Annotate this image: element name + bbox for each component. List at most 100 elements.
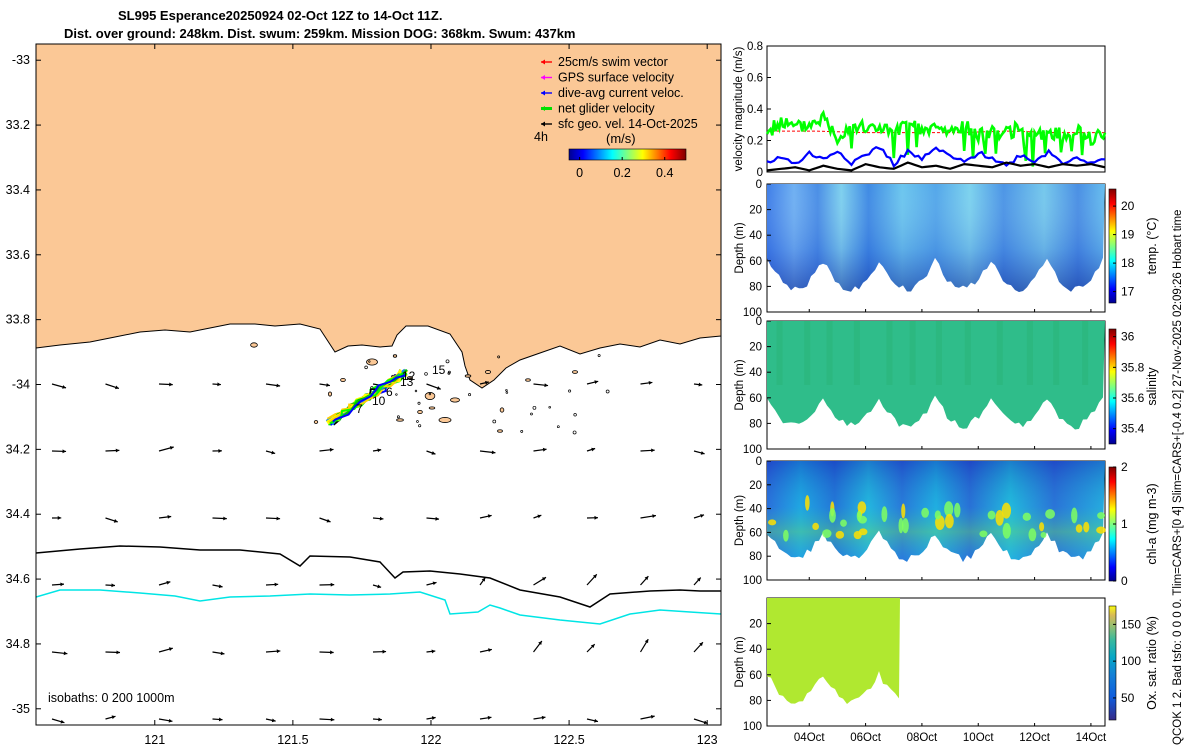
- island: [464, 374, 472, 378]
- section-y-tick-label: 80: [749, 281, 762, 293]
- island: [499, 407, 505, 413]
- section-colorbar-tick-label: 35.4: [1121, 422, 1145, 436]
- velocity-arrowhead: [651, 448, 655, 453]
- map-x-tick-label: 121.5: [277, 733, 308, 747]
- velocity-arrowhead: [169, 446, 174, 450]
- section-colorbar-tick-label: 20: [1121, 199, 1135, 213]
- legend-label: sfc geo. vel. 14-Oct-2025: [558, 117, 698, 131]
- island: [313, 420, 319, 424]
- velocity-arrowhead: [330, 717, 335, 722]
- velocity-arrowhead: [491, 450, 496, 455]
- island: [395, 393, 398, 396]
- velocity-arrowhead: [481, 577, 486, 582]
- velocity-arrowhead: [57, 516, 62, 520]
- legend-arrowhead: [541, 106, 545, 111]
- island: [532, 405, 537, 410]
- section-ylabel: Depth (m): [734, 495, 746, 546]
- velocity-ylabel: velocity magnitude (m/s): [733, 47, 745, 172]
- map-x-tick-label: 123: [697, 733, 718, 747]
- velocity-arrowhead: [378, 717, 382, 722]
- section-colorbar-tick-label: 0: [1121, 574, 1128, 588]
- legend-arrowhead: [541, 121, 545, 127]
- velocity-arrowhead: [538, 641, 542, 645]
- section-colorbar-tick-label: 50: [1121, 691, 1135, 705]
- section-colorbar-label: temp. (°C): [1145, 217, 1159, 274]
- colorbar-units: (m/s): [606, 131, 636, 146]
- island: [368, 360, 371, 363]
- velocity-arrowhead: [432, 581, 437, 586]
- chl-patch: [1096, 526, 1106, 534]
- chl-patch: [805, 495, 810, 511]
- speed-colorbar: [568, 148, 687, 161]
- map-y-tick-label: 34.4: [6, 507, 30, 521]
- time-x-tick-label: 14Oct: [1076, 732, 1107, 744]
- chl-patch: [1045, 509, 1056, 519]
- legend-arrowhead: [541, 75, 545, 80]
- island: [505, 389, 508, 392]
- velocity-arrowhead: [111, 715, 116, 720]
- map-y-ticks: -33 33.2 33.4 33.6 33.8 -34 34.2 34.4 34.6 34.8 -3…: [6, 53, 721, 716]
- time-x-tick-label: 08Oct: [907, 732, 938, 744]
- velocity-arrowhead: [220, 651, 225, 656]
- track-day-label: 15: [432, 363, 446, 377]
- island: [573, 413, 577, 417]
- island: [424, 372, 428, 376]
- section-y-tick-label: 0: [756, 316, 762, 328]
- island: [396, 415, 400, 419]
- velocity-arrowhead: [377, 584, 382, 589]
- legend-label: 25cm/s swim vector: [558, 55, 668, 69]
- velocity-arrowhead: [218, 584, 223, 589]
- salinity-streak: [1053, 321, 1060, 385]
- isobath-200m: [36, 545, 721, 608]
- velocity-arrowhead: [379, 516, 384, 521]
- speed-colorbar-ticks: 0 0.2 0.4: [576, 157, 673, 180]
- time-x-tick-label: 06Oct: [850, 732, 881, 744]
- salinity-streak: [886, 321, 893, 385]
- island: [447, 372, 451, 375]
- chl-patch: [1001, 502, 1012, 519]
- velocity-arrowhead: [271, 450, 276, 455]
- section-y-tick-label: 60: [749, 256, 762, 268]
- velocity-arrowhead: [223, 516, 227, 521]
- velocity-arrowhead: [330, 582, 335, 587]
- section-colorbar: [1108, 605, 1117, 721]
- section-colorbar-tick-label: 100: [1121, 654, 1141, 668]
- chl-patch: [1022, 512, 1032, 521]
- velocity-arrowhead: [60, 582, 64, 587]
- chl-patch: [901, 518, 909, 534]
- map-y-tick-label: 34.8: [6, 637, 30, 651]
- velocity-arrowhead: [698, 382, 703, 387]
- island: [520, 430, 524, 433]
- velocity-arrowhead: [63, 651, 68, 656]
- velocity-arrowhead: [594, 380, 599, 384]
- island: [484, 370, 492, 374]
- salinity-streak: [804, 321, 811, 385]
- chl-patch: [840, 519, 847, 527]
- chl-patch: [856, 510, 862, 522]
- section-field: [767, 321, 1105, 430]
- map-y-tick-label: 33.6: [6, 248, 30, 262]
- section-colorbar-tick-label: 1: [1121, 517, 1128, 531]
- velocity-arrowhead: [594, 718, 598, 723]
- chl-patch: [987, 510, 996, 520]
- velocity-arrowhead: [542, 447, 547, 452]
- velocity-arrowhead: [644, 576, 649, 581]
- velocity-y-tick-label: 0.4: [747, 104, 764, 116]
- section-y-tick-label: 0: [756, 456, 762, 468]
- map-y-tick-label: 33.4: [6, 183, 30, 197]
- section-y-tick-label: 40: [749, 230, 762, 242]
- section-colorbar: [1108, 328, 1117, 445]
- velocity-arrowhead: [700, 451, 705, 455]
- velocity-arrowhead: [116, 650, 121, 655]
- velocity-arrowhead: [542, 577, 547, 581]
- salinity-streak: [1026, 321, 1033, 385]
- legend-label: net glider velocity: [558, 102, 655, 116]
- chl-patch: [944, 501, 954, 517]
- velocity-arrowhead: [218, 717, 223, 722]
- velocity-arrowhead: [168, 647, 173, 651]
- island: [492, 419, 497, 424]
- salinity-streak: [826, 321, 833, 385]
- island: [327, 391, 333, 397]
- section-y-tick-label: 100: [743, 307, 762, 319]
